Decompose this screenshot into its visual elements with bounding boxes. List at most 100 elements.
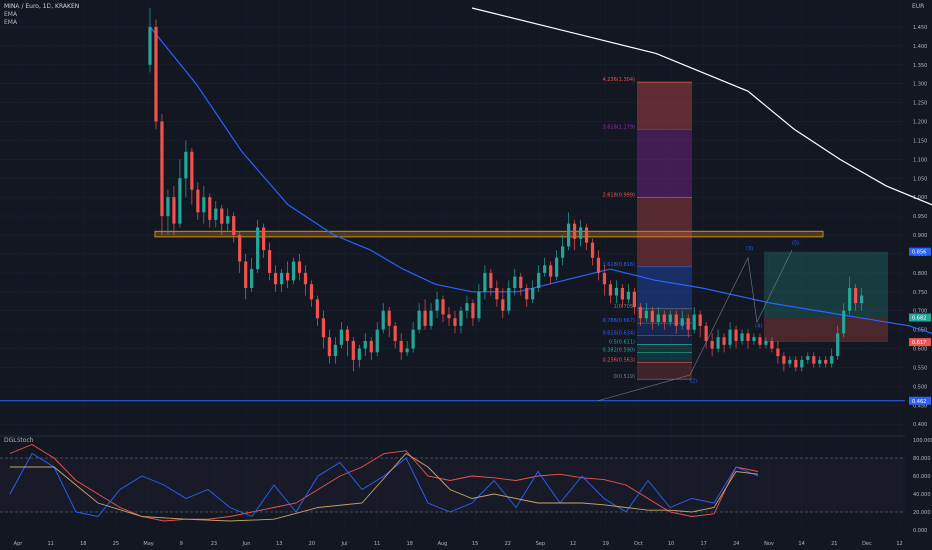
x-tick-label: Apr [14,541,24,547]
candle-body [393,325,397,341]
candle-body [429,310,433,326]
candle-body [740,333,744,341]
candle-body [489,272,493,288]
candle-body [441,299,445,315]
x-tick-label: 18 [80,541,86,547]
candle-body [495,288,499,300]
candle-body [746,333,750,341]
x-tick-label: 18 [407,541,413,547]
fib-level-label: 0.5(0.611) [609,339,635,345]
candle-body [614,288,619,296]
resistance-zone [154,230,824,238]
candle-body [321,318,326,338]
candle-body [244,261,248,288]
y-tick-label: 0.550 [913,365,927,371]
candle-body [578,227,583,239]
ema-legend-1[interactable]: EMA [4,11,18,18]
candle-body [160,121,164,217]
osc-y-tick-label: 80.000 [913,456,931,462]
fib-band [637,335,692,345]
candle-body [250,269,254,288]
candle-body [465,303,469,311]
candle-body [154,26,158,122]
candle-body [626,291,630,300]
oscillator-title[interactable]: DGLStoch [4,437,34,444]
candle-body [184,151,188,179]
y-tick-label: 0.600 [913,347,927,353]
x-tick-label: 19 [603,541,609,547]
candle-body [291,261,296,281]
candle-body [800,359,804,368]
candle-body [668,314,672,323]
candle-body [734,329,738,341]
candle-body [848,288,852,311]
y-tick-label: 1.100 [913,157,927,163]
price-tag-label: 0.856 [912,250,926,256]
y-tick-label: 1.200 [913,120,927,126]
price-tag-label: 0.617 [912,340,926,346]
candle-body [608,284,613,296]
candle-body [351,340,355,360]
candle-body [770,340,774,349]
fib-level-label: 0.618(0.634) [602,331,635,337]
x-tick-label: 24 [733,541,739,547]
ema-legend-2[interactable]: EMA [4,19,18,26]
candle-body [854,288,858,304]
candle-body [728,329,732,345]
x-tick-label: 15 [472,541,478,547]
candle-body [435,299,439,311]
candle-body [459,310,463,326]
price-tag [909,396,931,405]
candle-body [172,197,176,224]
osc-y-tick-label: 60.000 [913,474,931,480]
x-tick-label: Oct [634,541,643,547]
y-tick-label: 0.900 [913,233,927,239]
fib-level-label: 0(0.519) [614,374,635,380]
candle-body [782,356,786,364]
fib-level-label: 0.236(0.563) [602,358,635,364]
x-tick-label: 14 [798,541,804,547]
fib-band [637,352,692,363]
candle-body [178,178,182,224]
candle-body [680,318,684,326]
candle-body [256,227,260,270]
candle-body [333,344,337,357]
y-tick-label: 0.700 [913,309,927,315]
candle-body [752,337,756,341]
candle-body [507,288,511,311]
fib-band [637,82,692,130]
fib-band [637,129,692,198]
candle-body [776,348,780,357]
fib-level-label: 0.382(0.590) [602,347,635,353]
y-tick-label: 0.650 [913,328,927,334]
y-tick-label: 1.450 [913,25,927,31]
price-tag-label: 0.682 [912,316,926,322]
fib-band [637,344,692,353]
x-tick-label: 23 [211,541,217,547]
stop-box [764,317,888,343]
symbol-title[interactable]: MINA / Euro, 1D, KRAKEN [4,3,80,10]
candle-body [447,314,451,319]
candle-body [561,246,565,258]
x-tick-label: 17 [700,541,706,547]
candle-body [339,329,343,345]
osc-y-tick-label: 100.000 [913,438,932,444]
candle-body [572,223,577,239]
fib-level-label: 3.618(1.179) [602,124,635,130]
candle-body [166,197,170,217]
osc-line-k [9,443,759,522]
candle-body [806,356,810,360]
wave-label: (2) [690,379,697,385]
x-tick-label: Nov [764,541,774,547]
wave-label: (5) [792,240,799,246]
candle-body [818,359,822,364]
y-tick-label: 0.450 [913,403,927,409]
price-tag-label: 0.462 [912,399,926,405]
candle-body [423,310,427,326]
candle-body [363,340,367,349]
candle-body [764,340,768,345]
wave-path [597,250,793,402]
candle-body [369,340,373,353]
